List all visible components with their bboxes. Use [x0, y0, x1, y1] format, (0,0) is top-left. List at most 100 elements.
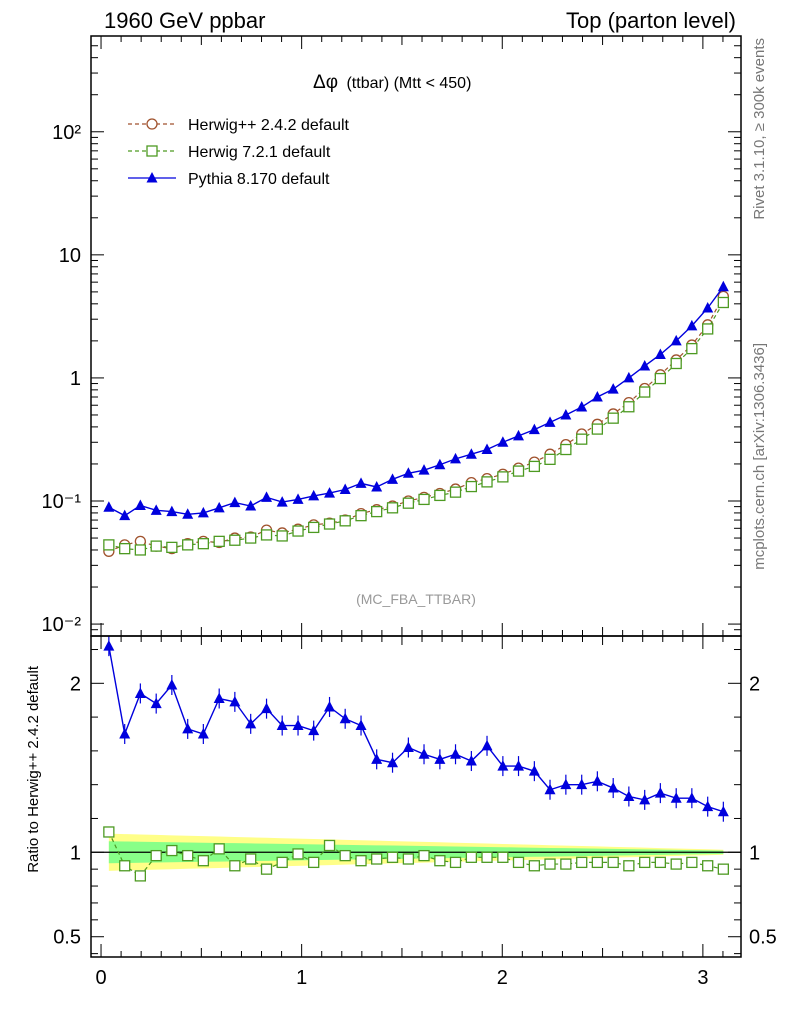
main-series-1-point	[245, 532, 257, 544]
ratio-series-1-point	[182, 722, 194, 734]
main-series-2-point	[324, 487, 336, 498]
main-series-2-point	[213, 501, 225, 513]
main-series-2-point	[576, 401, 588, 412]
ratio-series-0-point	[134, 870, 147, 882]
ratio-series-1-point	[292, 719, 304, 731]
ratio-series-1-point	[686, 792, 698, 803]
ratio-series-0-point	[355, 855, 367, 867]
ratio-series-1-point	[560, 778, 572, 790]
ratio-series-1-point	[402, 741, 414, 753]
ratio-series-1-point	[197, 727, 209, 739]
ratio-series-0-point	[670, 858, 682, 870]
main-series-1-point	[702, 323, 714, 335]
main-series-2-point	[308, 489, 320, 501]
main-series-1-point	[260, 529, 273, 541]
ratio-x-tick-label: 1	[296, 967, 307, 989]
ratio-y-tick-label: 0.5	[53, 927, 81, 949]
main-series-1-point	[134, 544, 147, 556]
ratio-series-1-point	[607, 782, 619, 793]
main-series-1-point	[434, 489, 446, 502]
ratio-series-0-point	[197, 855, 209, 867]
ratio-series-0-line	[108, 831, 724, 877]
main-series-1-point	[560, 443, 572, 456]
main-series-1-point	[576, 433, 588, 445]
ratio-series-0-point	[623, 860, 635, 872]
ratio-series-0-point	[512, 856, 525, 869]
ratio-series-0-point	[607, 856, 619, 869]
header-energy-label: 1960 GeV ppbar	[104, 8, 265, 33]
ratio-panel: 0.5 0.5 1 1 2 2 0 1 2 3 Ratio to Herwig++ 2.4.2 d…	[25, 635, 777, 989]
ratio-series-1-point	[134, 687, 146, 698]
ratio-series-0-point	[245, 853, 257, 865]
ratio-series-0-point	[402, 853, 415, 865]
ratio-series-1-point	[261, 702, 273, 714]
main-series-2-point	[371, 480, 383, 492]
main-series-1-point	[371, 505, 383, 518]
ratio-y-tick-label-right: 2	[749, 673, 760, 695]
main-series-1-point	[103, 539, 115, 551]
main-series-2-point	[134, 499, 146, 510]
main-series-1-point	[166, 541, 178, 554]
main-series-1-point	[308, 521, 320, 534]
ratio-series-0-point	[371, 853, 383, 865]
ratio-y-axis-label: Ratio to Herwig++ 2.4.2 default	[25, 665, 42, 873]
legend-label-0: Herwig++ 2.4.2 default	[188, 117, 350, 134]
ratio-y-tick-label-right: 1	[749, 842, 760, 864]
legend-label-1: Herwig 7.2.1 default	[188, 144, 331, 161]
main-series-2-point	[497, 436, 509, 447]
main-series-1-point	[213, 535, 225, 548]
ratio-series-0-point	[654, 856, 667, 869]
main-panel: (MC_FBA_TTBAR) Δφ (ttbar) (Mtt < 450) He…	[42, 35, 742, 637]
main-y-tick-label: 10⁻²	[42, 614, 82, 636]
main-series-1-point	[449, 486, 462, 498]
ratio-series-0-point	[292, 848, 304, 860]
legend-label-2: Pythia 8.170 default	[188, 171, 330, 188]
ratio-y-tick-label: 2	[70, 673, 81, 695]
ratio-series-0-point	[465, 851, 478, 863]
main-series-2-point	[686, 319, 698, 331]
ratio-series-1-point	[103, 640, 115, 651]
main-series-2-point	[276, 496, 288, 507]
ratio-series-1-point	[654, 787, 666, 798]
ratio-series-0-point	[576, 856, 588, 869]
ratio-series-1-point	[371, 753, 383, 764]
ratio-series-1-point	[387, 756, 399, 768]
main-series-2-point	[639, 359, 651, 371]
main-series-2-point	[261, 491, 273, 502]
ratio-series-1-point	[150, 697, 162, 709]
plot-watermark: (MC_FBA_TTBAR)	[356, 591, 476, 607]
ratio-series-0-point	[702, 860, 714, 872]
ratio-series-0-point	[260, 863, 273, 875]
main-series-1-point	[512, 465, 525, 477]
main-series-1-point	[197, 538, 209, 550]
ratio-series-1-point	[213, 692, 225, 704]
ratio-series-1-point	[639, 793, 651, 805]
main-series-2-point	[434, 458, 446, 470]
main-series-2-point	[450, 452, 462, 464]
ratio-series-1-point	[591, 775, 603, 786]
ratio-series-1-point	[450, 748, 462, 759]
main-series-1-point	[717, 296, 729, 309]
ratio-frame	[90, 635, 742, 958]
ratio-series-0-point	[481, 851, 493, 863]
ratio-series-1-point	[119, 727, 131, 739]
ratio-series-1-point	[513, 760, 525, 771]
main-y-tick-label: 10⁻¹	[42, 491, 82, 513]
main-series-1-point	[418, 493, 430, 506]
ratio-series-0-point	[276, 856, 288, 869]
ratio-series-1-line	[108, 646, 724, 813]
ratio-series-0-point	[229, 860, 241, 872]
main-series-1-point	[355, 510, 367, 522]
main-series-2-point	[355, 477, 367, 488]
ratio-series-0-point	[166, 844, 178, 857]
ratio-series-0-point	[339, 849, 351, 862]
main-series-2-point	[528, 423, 540, 435]
main-series-1-point	[386, 502, 399, 514]
main-series-2-point	[717, 280, 729, 292]
ratio-series-1-point	[245, 717, 257, 729]
main-series-2-point	[197, 506, 209, 518]
ratio-series-0-point	[213, 843, 225, 855]
main-series-1-point	[670, 357, 682, 370]
ratio-series-1-point	[339, 712, 351, 724]
main-series-2-point	[702, 301, 714, 313]
